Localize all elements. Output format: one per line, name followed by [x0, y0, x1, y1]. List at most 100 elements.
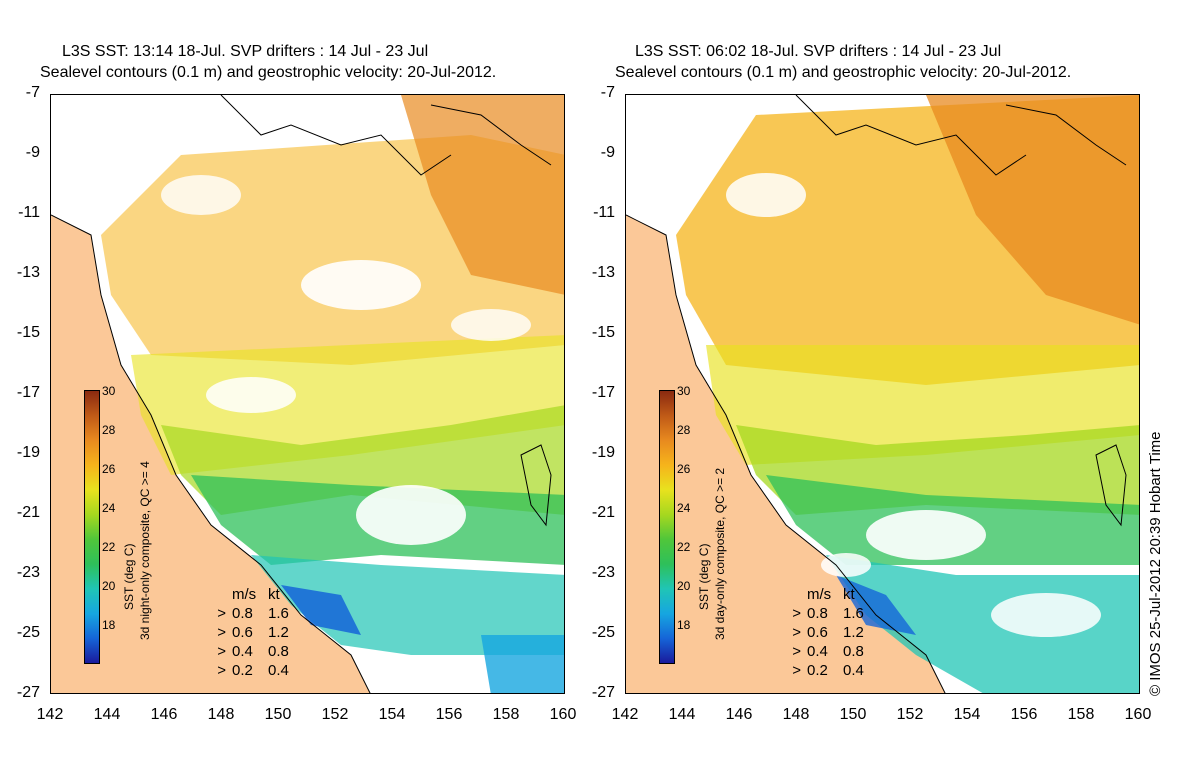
x-tick: 148	[207, 706, 235, 723]
velocity-legend-left: m/s kt >0.8 1.6 >0.6 1.2 >0.4 0.8 >0.2 0.4	[204, 585, 298, 680]
y-tick: -21	[591, 504, 615, 521]
legend-kt: 1.6	[268, 605, 289, 622]
colorbar-tick: 24	[677, 501, 691, 515]
x-tick: 146	[725, 706, 753, 723]
colorbar-right	[659, 390, 675, 664]
legend-header-ms: m/s	[807, 586, 832, 603]
panel-1-title-line-2: Sealevel contours (0.1 m) and geostrophi…	[40, 64, 497, 81]
legend-header-kt: kt	[843, 586, 855, 603]
y-tick: -13	[591, 264, 615, 281]
legend-ms: 0.4	[232, 643, 253, 660]
y-tick: -23	[16, 564, 40, 581]
legend-ms: 0.2	[807, 662, 828, 679]
colorbar-tick: 22	[677, 540, 691, 554]
x-tick: 158	[492, 706, 520, 723]
panel-2-title-line-1: L3S SST: 06:02 18-Jul. SVP drifters : 14…	[635, 43, 1002, 60]
x-tick: 142	[611, 706, 639, 723]
colorbar-tick: 26	[102, 462, 116, 476]
legend-kt: 1.2	[268, 624, 289, 641]
panel-2-title-line-2: Sealevel contours (0.1 m) and geostrophi…	[615, 64, 1072, 81]
colorbar-tick: 30	[102, 384, 116, 398]
y-tick: -13	[16, 264, 40, 281]
legend-ms: 0.2	[232, 662, 253, 679]
x-tick: 152	[321, 706, 349, 723]
x-tick: 144	[668, 706, 696, 723]
x-tick: 154	[378, 706, 406, 723]
x-tick: 150	[264, 706, 292, 723]
arrow-icon: >	[792, 605, 801, 622]
colorbar-tick: 22	[102, 540, 116, 554]
y-tick: -25	[591, 624, 615, 641]
velocity-legend-right: m/s kt >0.8 1.6 >0.6 1.2 >0.4 0.8 >0.2 0.4	[779, 585, 873, 680]
x-tick: 156	[435, 706, 463, 723]
arrow-icon: >	[792, 662, 801, 679]
legend-header-ms: m/s	[232, 586, 257, 603]
y-tick: -23	[591, 564, 615, 581]
y-tick: -27	[591, 684, 615, 701]
arrow-icon: >	[217, 624, 226, 641]
arrow-icon: >	[217, 662, 226, 679]
colorbar-tick: 30	[677, 384, 691, 398]
arrow-icon: >	[792, 624, 801, 641]
x-tick: 152	[896, 706, 924, 723]
y-tick: -19	[591, 444, 615, 461]
x-tick: 156	[1010, 706, 1038, 723]
credit-text: © IMOS 25-Jul-2012 20:39 Hobart Time	[1147, 431, 1164, 696]
colorbar-tick: 24	[102, 501, 116, 515]
y-tick: -15	[591, 324, 615, 341]
colorbar-right-label-2: 3d day-only composite, QC >= 2	[713, 467, 727, 640]
sst-map-day	[626, 95, 1139, 693]
map-panel-night	[50, 94, 565, 694]
colorbar-tick: 18	[102, 618, 116, 632]
colorbar-tick: 20	[677, 579, 691, 593]
legend-kt: 1.6	[843, 605, 864, 622]
y-tick: -7	[25, 84, 40, 101]
colorbar-tick: 18	[677, 618, 691, 632]
arrow-icon: >	[792, 643, 801, 660]
y-tick: -9	[25, 144, 40, 161]
x-tick: 148	[782, 706, 810, 723]
y-tick: -17	[591, 384, 615, 401]
y-tick: -7	[600, 84, 615, 101]
legend-ms: 0.8	[232, 605, 253, 622]
colorbar-tick: 28	[102, 423, 116, 437]
y-tick: -15	[16, 324, 40, 341]
arrow-icon: >	[217, 605, 226, 622]
legend-ms: 0.6	[807, 624, 828, 641]
legend-ms: 0.8	[807, 605, 828, 622]
panel-1-title-line-1: L3S SST: 13:14 18-Jul. SVP drifters : 14…	[62, 43, 429, 60]
y-tick: -19	[16, 444, 40, 461]
legend-kt: 0.4	[268, 662, 289, 679]
colorbar-left-label-1: SST (deg C)	[122, 543, 136, 610]
colorbar-tick: 26	[677, 462, 691, 476]
colorbar-tick: 20	[102, 579, 116, 593]
y-tick: -17	[16, 384, 40, 401]
x-tick: 146	[150, 706, 178, 723]
legend-kt: 0.8	[843, 643, 864, 660]
legend-kt: 1.2	[843, 624, 864, 641]
x-tick: 154	[953, 706, 981, 723]
y-tick: -25	[16, 624, 40, 641]
colorbar-left	[84, 390, 100, 664]
colorbar-tick: 28	[677, 423, 691, 437]
arrow-icon: >	[217, 643, 226, 660]
y-tick: -21	[16, 504, 40, 521]
sst-map-night	[51, 95, 564, 693]
y-tick: -11	[18, 204, 40, 221]
legend-kt: 0.8	[268, 643, 289, 660]
x-tick: 144	[93, 706, 121, 723]
x-tick: 150	[839, 706, 867, 723]
map-panel-day	[625, 94, 1140, 694]
legend-kt: 0.4	[843, 662, 864, 679]
colorbar-left-label-2: 3d night-only composite, QC >= 4	[138, 461, 152, 640]
y-tick: -27	[16, 684, 40, 701]
legend-ms: 0.6	[232, 624, 253, 641]
x-tick: 158	[1067, 706, 1095, 723]
legend-header-kt: kt	[268, 586, 280, 603]
y-tick: -11	[593, 204, 615, 221]
x-tick: 142	[36, 706, 64, 723]
colorbar-right-label-1: SST (deg C)	[697, 543, 711, 610]
legend-ms: 0.4	[807, 643, 828, 660]
x-tick: 160	[549, 706, 577, 723]
y-tick: -9	[600, 144, 615, 161]
